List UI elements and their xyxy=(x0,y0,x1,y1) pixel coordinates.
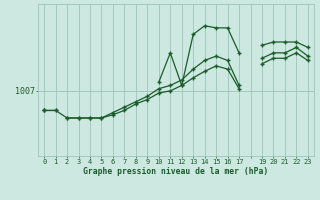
X-axis label: Graphe pression niveau de la mer (hPa): Graphe pression niveau de la mer (hPa) xyxy=(84,167,268,176)
